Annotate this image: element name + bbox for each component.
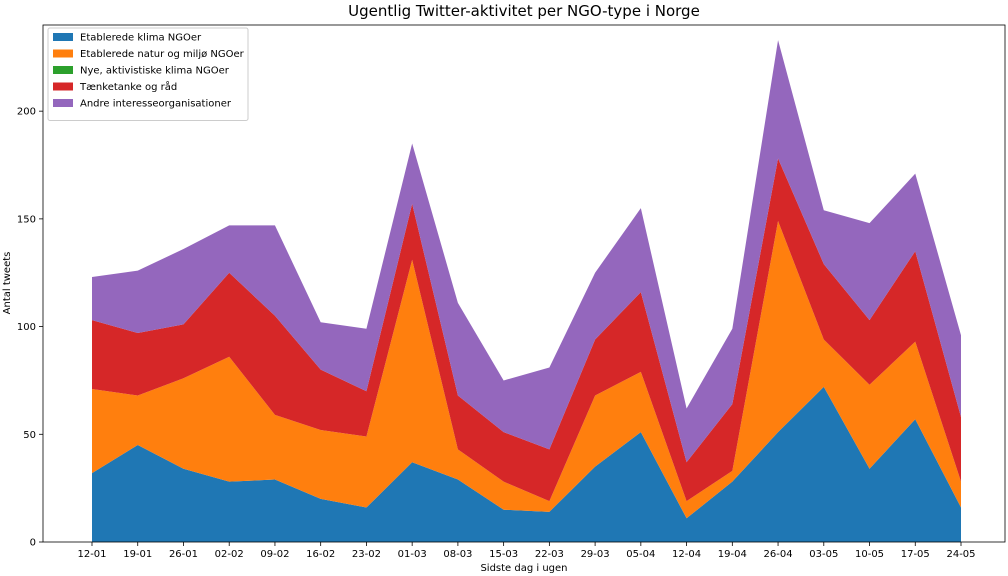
plot-frame (42, 24, 1006, 543)
x-tick-label: 12-01 (77, 549, 106, 560)
area-series-4 (92, 40, 961, 463)
x-tick-label: 15-03 (489, 549, 518, 560)
legend: Etablerede klima NGOer Etablerede natur o… (47, 27, 249, 121)
legend-swatch-3 (53, 82, 73, 91)
x-tick-label: 19-04 (718, 549, 747, 560)
legend-label-0: Etablerede klima NGOer (80, 33, 202, 44)
area-series-0 (92, 386, 961, 542)
x-tick-label: 22-03 (535, 549, 564, 560)
areas (92, 40, 961, 542)
legend-swatch-2 (53, 66, 73, 74)
x-tick-label: 29-03 (581, 549, 610, 560)
legend-swatch-4 (53, 99, 73, 107)
y-tick-label: 0 (30, 538, 36, 549)
chart-title: Ugentlig Twitter-aktivitet per NGO-type … (348, 2, 700, 20)
x-tick-label: 02-02 (215, 549, 244, 560)
legend-swatch-0 (53, 33, 73, 41)
area-series-1 (92, 221, 961, 519)
x-tick-label: 10-05 (855, 549, 884, 560)
x-tick-label: 05-04 (626, 549, 655, 560)
x-tick-label: 09-02 (260, 549, 289, 560)
x-axis-title: Sidste dag i ugen (480, 563, 567, 574)
legend-label-1: Etablerede natur og miljø NGOer (80, 49, 245, 60)
y-tick-label: 200 (17, 107, 36, 118)
legend-swatch-1 (53, 49, 73, 58)
x-tick-label: 12-04 (672, 549, 701, 560)
x-tick-label: 01-03 (398, 549, 427, 560)
axes: 12-01 19-01 26-01 02-02 09-02 16-02 23-02 01-03… (17, 24, 1006, 560)
y-tick-label: 150 (17, 214, 36, 225)
x-tick-label: 03-05 (809, 549, 838, 560)
x-tick-label: 16-02 (306, 549, 335, 560)
x-tick-label: 26-01 (169, 549, 198, 560)
x-tick-label: 24-05 (946, 549, 975, 560)
legend-label-4: Andre interesseorganisationer (80, 99, 232, 110)
legend-label-2: Nye, aktivistiske klima NGOer (80, 66, 230, 77)
legend-label-3: Tænketanke og råd (79, 80, 177, 93)
x-tick-label: 17-05 (901, 549, 930, 560)
x-tick-label: 19-01 (123, 549, 152, 560)
area-series-3 (92, 158, 961, 502)
x-tick-label: 26-04 (764, 549, 793, 560)
legend-box (47, 27, 249, 121)
x-tick-label: 08-03 (443, 549, 472, 560)
y-tick-label: 50 (23, 430, 36, 441)
y-tick-label: 100 (17, 322, 36, 333)
y-axis-title: Antal tweets (2, 252, 13, 315)
x-tick-label: 23-02 (352, 549, 381, 560)
